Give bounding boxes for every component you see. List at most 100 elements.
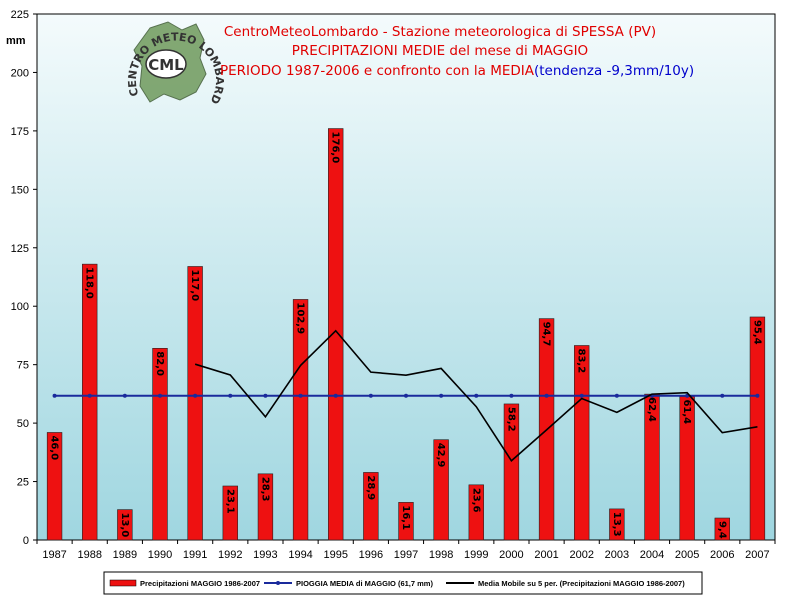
mean-point [298,393,303,398]
y-tick-label: 175 [11,126,29,138]
x-axis: 1987 1988 1989 1990 1991 1992 1993 1994 1995 1996… [36,540,776,561]
x-tick-label: 1997 [394,549,418,561]
data-label: 13,3 [611,512,622,537]
x-tick-label: 1989 [113,549,137,561]
legend-box [103,571,703,595]
x-tick-label: 2002 [569,549,593,561]
bar-series [46,128,766,541]
x-tick-label: 2000 [499,549,523,561]
chart-title-line-1: CentroMeteoLombardo - Stazione meteorolo… [224,24,656,40]
mean-point [439,393,444,398]
mean-point [87,393,92,398]
y-tick-label: 150 [11,184,29,196]
data-label: 23,1 [224,489,235,514]
x-tick-label: 1994 [288,549,312,561]
x-tick-label: 1992 [218,549,242,561]
y-tick-label: 25 [17,477,29,489]
y-tick-label: 100 [11,301,29,313]
bar [292,299,309,541]
y-axis: 0 25 50 75 100 125 150 175 200 225 [11,9,37,547]
data-label: 9,4 [716,521,727,539]
chart-title-line-3: PERIODO 1987-2006 e confronto con la MED… [220,63,535,79]
moving-average-line [194,329,758,462]
x-tick-label: 2004 [640,549,664,561]
data-label: 13,0 [119,513,130,538]
logo-badge [145,49,187,79]
mean-point [333,393,338,398]
data-label: 82,0 [154,351,165,376]
data-label: 28,3 [259,477,270,502]
data-labels: 46,0 118,0 13,0 82,0 117,0 23,1 28,3 102,9 176,0… [49,132,763,539]
data-label: 94,7 [541,322,552,347]
data-label: 42,9 [435,443,446,468]
moving-average-series [194,329,758,462]
mean-point [509,393,514,398]
data-label: 95,4 [751,320,762,345]
mean-point [720,393,725,398]
legend-label-moving-average: Media Mobile su 5 per. (Precipitazioni M… [478,579,685,588]
y-tick-label: 0 [23,535,29,547]
bar [82,263,98,541]
bar [363,472,379,541]
mean-point [193,393,198,398]
legend-marker-mean [276,581,280,585]
y-tick-label: 125 [11,243,29,255]
x-tick-label: 2005 [675,549,699,561]
x-tick-label: 2003 [605,549,629,561]
legend-label-bars: Precipitazioni MAGGIO 1986-2007 [140,579,260,588]
data-label: 61,4 [681,399,692,424]
y-tick-label: 50 [17,418,29,430]
mean-point [544,393,549,398]
data-label: 117,0 [189,269,200,301]
mean-point [52,393,57,398]
x-tick-label: 1996 [359,549,383,561]
data-label: 102,9 [295,302,306,334]
mean-point [228,393,233,398]
mean-point [368,393,373,398]
x-tick-label: 2001 [534,549,558,561]
bar [187,266,203,541]
data-label: 58,2 [505,407,516,432]
y-axis-label: mm [6,35,26,47]
mean-point [579,393,584,398]
x-tick-label: 1998 [429,549,453,561]
x-tick-label: 1991 [183,549,207,561]
bar [152,348,168,541]
x-tick-label: 1993 [253,549,277,561]
bar [714,517,730,541]
legend-swatch-bars [109,579,137,587]
bar [433,439,449,541]
mean-point [263,393,268,398]
logo-badge-text: CML [148,56,184,74]
x-tick-label: 2007 [745,549,769,561]
data-label: 16,1 [400,505,411,530]
bar [117,509,133,541]
legend-label-mean: PIOGGIA MEDIA di MAGGIO (61,7 mm) [296,579,433,588]
data-label: 83,2 [576,348,587,373]
mean-point [122,393,127,398]
bar [46,432,63,541]
y-tick-label: 225 [11,9,29,21]
x-tick-label: 1987 [42,549,66,561]
x-tick-label: 2006 [710,549,734,561]
bar [609,508,625,541]
bar [328,128,344,541]
mean-line-series [52,393,760,398]
legend: Precipitazioni MAGGIO 1986-2007 PIOGGIA … [103,571,703,595]
y-tick-label: 75 [17,360,29,372]
data-label: 46,0 [49,435,60,460]
bar [222,485,238,541]
y-tick-label: 200 [11,67,29,79]
data-label: 118,0 [84,267,95,299]
bar [257,473,274,541]
mean-point [404,393,408,398]
bar [503,403,520,541]
data-label: 23,6 [470,488,481,513]
x-tick-label: 1990 [148,549,172,561]
mean-point [614,393,619,398]
x-tick-label: 1988 [77,549,101,561]
x-tick-label: 1995 [323,549,347,561]
data-label: 28,9 [365,475,376,500]
mean-point [755,393,760,398]
